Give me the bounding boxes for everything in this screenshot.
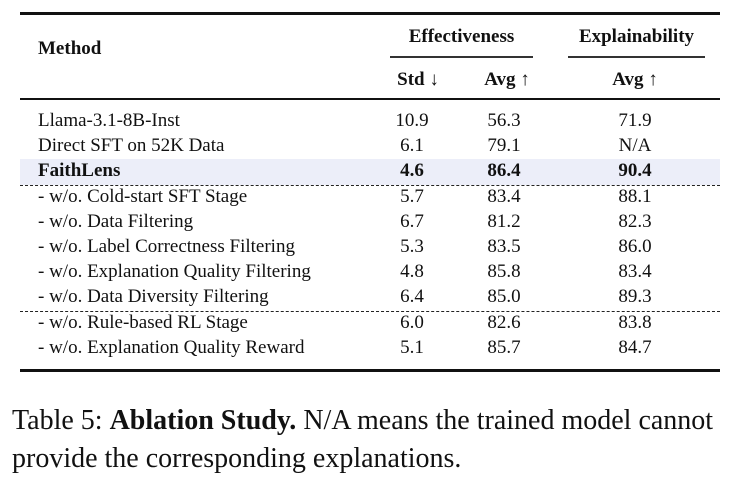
header-effectiveness: Effectiveness <box>408 26 515 47</box>
top-rule <box>20 12 720 15</box>
method-cell: Direct SFT on 52K Data <box>38 135 225 156</box>
method-cell: - w/o. Explanation Quality Filtering <box>38 261 311 282</box>
dashed-separator-2 <box>20 311 720 312</box>
header-method: Method <box>38 38 102 59</box>
exp-avg-cell: 83.8 <box>618 312 652 333</box>
std-cell: 4.8 <box>400 261 424 282</box>
header-avg: Avg ↑ <box>484 69 530 90</box>
avg-cell: 79.1 <box>487 135 521 156</box>
avg-cell: 85.0 <box>487 286 521 307</box>
exp-avg-cell: 82.3 <box>618 211 652 232</box>
std-cell: 5.7 <box>400 186 424 207</box>
method-cell: - w/o. Explanation Quality Reward <box>38 337 305 358</box>
std-cell: 6.0 <box>400 312 424 333</box>
exp-avg-cell: 89.3 <box>618 286 652 307</box>
caption-text: N/A means the trained model cannot provi… <box>12 405 714 474</box>
faithlens-highlight <box>20 159 720 185</box>
table-caption: Table 5: Ablation Study. N/A means the t… <box>12 402 737 478</box>
exp-avg-cell: 71.9 <box>618 110 652 131</box>
std-cell: 5.1 <box>400 337 424 358</box>
avg-cell: 82.6 <box>487 312 521 333</box>
method-cell: - w/o. Data Diversity Filtering <box>38 286 269 307</box>
std-cell: 6.7 <box>400 211 424 232</box>
exp-avg-cell: 90.4 <box>618 160 652 181</box>
method-cell: - w/o. Cold-start SFT Stage <box>38 186 248 207</box>
exp-avg-cell: 83.4 <box>618 261 652 282</box>
avg-cell: 81.2 <box>487 211 521 232</box>
method-cell: FaithLens <box>38 160 121 181</box>
header-rule <box>20 98 720 100</box>
std-cell: 6.4 <box>400 286 424 307</box>
caption-label: Table 5: <box>12 405 103 436</box>
exp-avg-cell: 86.0 <box>618 236 652 257</box>
avg-cell: 56.3 <box>487 110 521 131</box>
method-cell: - w/o. Rule-based RL Stage <box>38 312 248 333</box>
std-cell: 6.1 <box>400 135 424 156</box>
dashed-separator-1 <box>20 185 720 186</box>
explainability-cmidrule <box>568 56 705 58</box>
std-cell: 5.3 <box>400 236 424 257</box>
avg-cell: 83.5 <box>487 236 521 257</box>
method-cell: Llama-3.1-8B-Inst <box>38 110 180 131</box>
method-cell: - w/o. Label Correctness Filtering <box>38 236 295 257</box>
header-exp-avg: Avg ↑ <box>612 69 658 90</box>
std-cell: 4.6 <box>400 160 424 181</box>
bottom-rule <box>20 369 720 372</box>
method-cell: - w/o. Data Filtering <box>38 211 194 232</box>
avg-cell: 85.7 <box>487 337 521 358</box>
exp-avg-cell: 84.7 <box>618 337 652 358</box>
effectiveness-cmidrule <box>390 56 533 58</box>
header-explainability: Explainability <box>578 26 695 47</box>
exp-avg-cell: N/A <box>618 135 652 156</box>
avg-cell: 85.8 <box>487 261 521 282</box>
caption-title: Ablation Study. <box>109 405 297 436</box>
avg-cell: 86.4 <box>487 160 521 181</box>
exp-avg-cell: 88.1 <box>618 186 652 207</box>
header-std: Std ↓ <box>397 69 439 90</box>
avg-cell: 83.4 <box>487 186 521 207</box>
std-cell: 10.9 <box>395 110 429 131</box>
